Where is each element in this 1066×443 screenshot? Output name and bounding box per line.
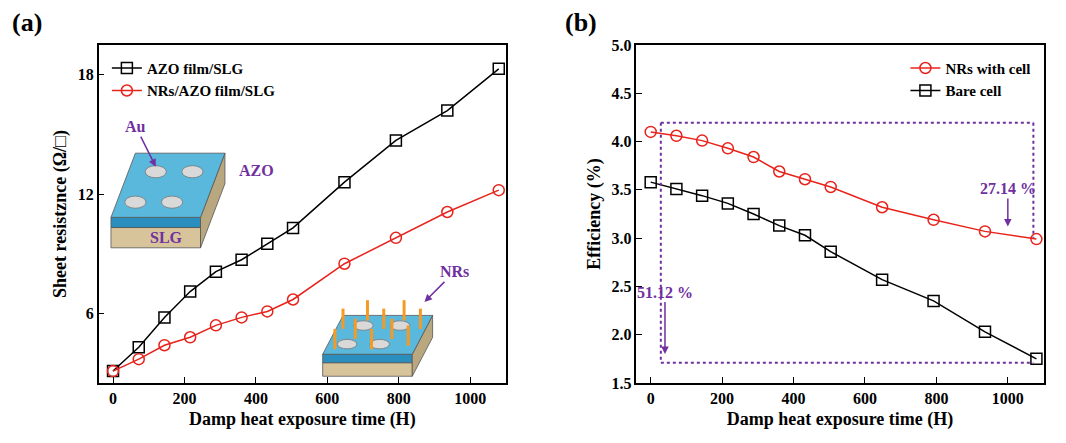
- svg-text:0: 0: [647, 390, 655, 407]
- svg-text:Damp heat exposure time (H): Damp heat exposure time (H): [727, 409, 954, 430]
- svg-text:(a): (a): [12, 8, 42, 37]
- svg-text:200: 200: [710, 390, 734, 407]
- svg-text:NRs with cell: NRs with cell: [945, 61, 1030, 77]
- svg-text:4.5: 4.5: [611, 85, 631, 102]
- svg-text:400: 400: [782, 390, 806, 407]
- svg-text:6: 6: [86, 305, 94, 322]
- svg-text:AZO film/SLG: AZO film/SLG: [147, 61, 244, 77]
- svg-text:400: 400: [244, 390, 268, 407]
- svg-text:1000: 1000: [992, 390, 1024, 407]
- svg-text:Au: Au: [125, 118, 146, 135]
- svg-text:(b): (b): [565, 8, 597, 37]
- svg-text:51.12 %: 51.12 %: [637, 284, 693, 301]
- svg-text:27.14 %: 27.14 %: [980, 180, 1036, 197]
- svg-text:12: 12: [78, 186, 94, 203]
- svg-text:Sheet resistznce (Ω/□): Sheet resistznce (Ω/□): [50, 130, 71, 298]
- svg-text:18: 18: [78, 66, 94, 83]
- svg-text:NRs/AZO film/SLG: NRs/AZO film/SLG: [147, 83, 275, 99]
- svg-text:3.5: 3.5: [611, 181, 631, 198]
- svg-text:1000: 1000: [454, 390, 486, 407]
- svg-text:2.5: 2.5: [611, 278, 631, 295]
- svg-text:0: 0: [109, 390, 117, 407]
- svg-text:Damp heat exposure time (H): Damp heat exposure time (H): [189, 409, 416, 430]
- svg-text:600: 600: [853, 390, 877, 407]
- svg-text:600: 600: [315, 390, 339, 407]
- svg-text:4.0: 4.0: [611, 133, 631, 150]
- svg-text:1.5: 1.5: [611, 375, 631, 392]
- svg-text:Efficiency (%): Efficiency (%): [584, 158, 605, 269]
- svg-text:800: 800: [924, 390, 948, 407]
- svg-text:5.0: 5.0: [611, 37, 631, 54]
- svg-text:2.0: 2.0: [611, 326, 631, 343]
- svg-text:AZO: AZO: [239, 162, 274, 179]
- svg-text:NRs: NRs: [440, 263, 469, 280]
- svg-text:800: 800: [387, 390, 411, 407]
- svg-text:Bare cell: Bare cell: [945, 83, 1001, 99]
- svg-text:200: 200: [172, 390, 196, 407]
- svg-text:SLG: SLG: [150, 229, 183, 246]
- svg-text:3.0: 3.0: [611, 230, 631, 247]
